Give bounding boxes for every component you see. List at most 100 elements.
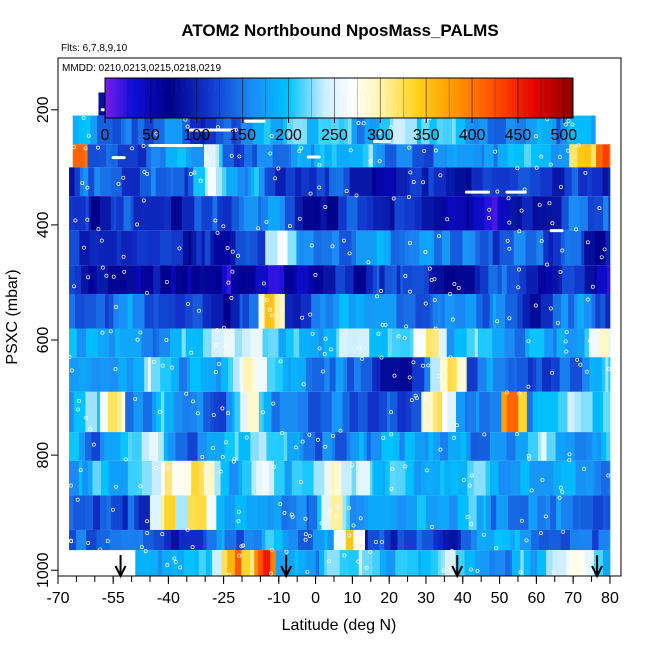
sample-marker	[143, 549, 148, 553]
heatmap-cell	[372, 550, 381, 576]
sample-marker	[533, 303, 538, 308]
heatmap-cell	[516, 357, 529, 392]
heatmap-cell	[181, 196, 195, 231]
heatmap-cell	[270, 115, 281, 145]
sample-marker	[437, 234, 441, 239]
heatmap-cell	[247, 391, 260, 433]
colorbar-segment	[352, 78, 355, 118]
heatmap-cell	[510, 460, 519, 496]
heatmap-cell	[487, 115, 496, 145]
heatmap-cell	[112, 115, 122, 145]
heatmap-cell	[185, 328, 196, 358]
heatmap-cell	[527, 432, 539, 461]
heatmap-cell	[164, 529, 168, 551]
sample-marker	[240, 388, 245, 393]
heatmap-cell	[577, 293, 585, 329]
heatmap-cell	[421, 115, 430, 145]
colorbar-segment	[488, 78, 491, 118]
sample-marker	[91, 442, 96, 447]
heatmap-cell	[492, 230, 500, 266]
colorbar-segment	[314, 78, 317, 118]
x-axis: -70 -55 -40 -25 -10 0 10 20 30 40 50 60 70 80	[46, 576, 619, 607]
sample-marker	[224, 440, 229, 445]
heatmap-cell	[606, 432, 611, 461]
heatmap-cell	[255, 357, 268, 392]
heatmap-cell	[105, 230, 117, 266]
heatmap-cell	[288, 495, 297, 530]
heatmap-cell	[275, 265, 281, 294]
heatmap-cell	[444, 144, 448, 168]
colorbar-segment	[233, 78, 236, 118]
heatmap-cell	[431, 328, 440, 358]
heatmap-cell	[113, 293, 120, 329]
heatmap-cell	[544, 328, 554, 358]
heatmap-cell	[308, 328, 320, 358]
sample-marker	[121, 175, 126, 180]
heatmap-cell	[440, 460, 445, 496]
sample-marker	[606, 367, 611, 372]
heatmap-cell	[448, 495, 458, 530]
sample-marker	[344, 189, 349, 194]
sample-marker	[298, 480, 303, 484]
sample-marker	[211, 446, 216, 451]
sample-marker	[100, 265, 105, 270]
heatmap-cell	[519, 115, 527, 145]
heatmap-cell	[540, 167, 553, 197]
heatmap-cell	[299, 432, 304, 461]
sample-marker	[301, 382, 306, 387]
heatmap-cell	[368, 115, 378, 145]
heatmap-cell	[116, 391, 122, 433]
sample-marker	[414, 396, 419, 401]
sample-marker	[230, 249, 235, 254]
heatmap-cell	[151, 460, 162, 496]
heatmap-cell	[347, 328, 360, 358]
heatmap-cell	[432, 293, 439, 329]
heatmap-cell	[339, 328, 348, 358]
heatmap-cell	[514, 529, 521, 551]
heatmap-cell	[183, 460, 192, 496]
colorbar-segment	[242, 78, 245, 118]
sample-marker	[380, 539, 384, 544]
heatmap-cell	[566, 550, 571, 576]
heatmap-cell	[364, 495, 369, 530]
sample-marker	[142, 170, 147, 174]
heatmap-cell	[210, 230, 215, 266]
heatmap-cell	[222, 167, 227, 197]
heatmap-cell	[497, 196, 501, 231]
sample-marker	[215, 230, 220, 235]
heatmap-cell	[110, 196, 115, 231]
heatmap-cell	[113, 196, 117, 231]
heatmap-cell	[301, 167, 310, 197]
heatmap-cell	[288, 529, 299, 551]
heatmap-cell	[153, 115, 165, 145]
heatmap-cell	[291, 357, 299, 392]
sample-marker	[469, 473, 474, 478]
colorbar-segment	[341, 78, 344, 118]
colorbar-segment	[525, 78, 528, 118]
sample-marker	[379, 355, 384, 360]
sample-marker	[231, 459, 236, 464]
heatmap-cell	[309, 495, 318, 530]
sample-marker	[165, 563, 170, 567]
heatmap-cell	[239, 357, 244, 392]
heatmap-cell	[501, 391, 508, 433]
heatmap-cell	[192, 293, 204, 329]
sample-marker	[368, 549, 373, 554]
heatmap-cell	[519, 529, 532, 551]
sample-marker	[211, 413, 216, 417]
heatmap-cell	[100, 167, 113, 197]
sample-marker	[516, 285, 521, 290]
heatmap-cell	[318, 328, 324, 358]
sample-marker	[437, 374, 442, 378]
colorbar-tick-label: 400	[459, 127, 486, 144]
heatmap-cell	[551, 144, 560, 168]
heatmap-cell	[548, 391, 559, 433]
heatmap-cell	[395, 460, 406, 496]
colorbar-segment	[325, 78, 328, 118]
heatmap-cell	[88, 167, 95, 197]
colorbar-segment	[571, 78, 574, 118]
heatmap-cell	[479, 391, 490, 433]
colorbar-segment	[165, 78, 168, 118]
heatmap-cell	[236, 529, 245, 551]
heatmap-cell	[141, 265, 154, 294]
